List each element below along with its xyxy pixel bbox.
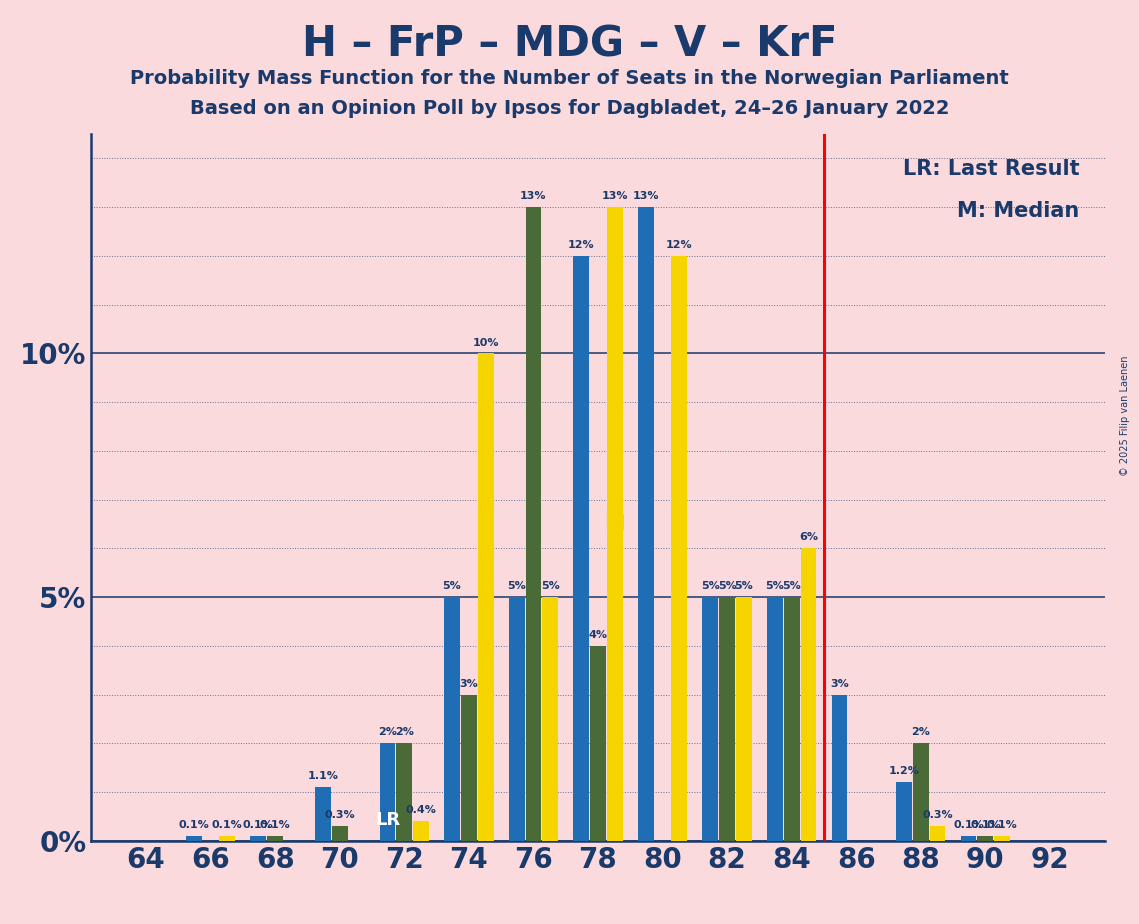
Bar [977,836,993,841]
Bar [801,548,817,841]
Text: 5%: 5% [765,581,785,591]
Text: © 2025 Filip van Laenen: © 2025 Filip van Laenen [1120,356,1130,476]
Text: 5%: 5% [718,581,737,591]
Bar [186,836,202,841]
Text: 6%: 6% [798,532,818,542]
Bar [413,821,429,841]
Text: 12%: 12% [568,240,595,250]
Bar [477,353,493,841]
Text: Probability Mass Function for the Number of Seats in the Norwegian Parliament: Probability Mass Function for the Number… [130,69,1009,89]
Bar [929,826,945,841]
Bar [736,597,752,841]
Text: M: Median: M: Median [957,201,1080,221]
Bar [994,836,1010,841]
Bar [251,836,267,841]
Text: LR: LR [375,810,400,829]
Text: 0.4%: 0.4% [405,806,436,816]
Text: 0.1%: 0.1% [179,821,210,830]
Bar [638,207,654,841]
Text: 5%: 5% [541,581,559,591]
Bar [896,783,912,841]
Bar [461,695,477,841]
Bar [220,836,236,841]
Text: 3%: 3% [830,679,849,688]
Bar [509,597,525,841]
Text: 2%: 2% [911,727,931,737]
Bar [671,256,687,841]
Text: 0.1%: 0.1% [970,821,1001,830]
Bar [960,836,976,841]
Text: 13%: 13% [632,191,659,201]
Text: M: M [605,514,625,534]
Text: 1.1%: 1.1% [308,772,338,782]
Text: H – FrP – MDG – V – KrF: H – FrP – MDG – V – KrF [302,23,837,65]
Bar [542,597,558,841]
Text: 13%: 13% [601,191,628,201]
Bar [525,207,541,841]
Text: 5%: 5% [782,581,801,591]
Text: LR: Last Result: LR: Last Result [903,159,1080,178]
Bar [268,836,282,841]
Text: 5%: 5% [507,581,526,591]
Bar [831,695,847,841]
Text: Based on an Opinion Poll by Ipsos for Dagbladet, 24–26 January 2022: Based on an Opinion Poll by Ipsos for Da… [190,99,949,118]
Text: 5%: 5% [700,581,720,591]
Text: 1.2%: 1.2% [888,767,919,776]
Bar [767,597,782,841]
Text: 12%: 12% [666,240,693,250]
Bar [607,207,623,841]
Text: 0.1%: 0.1% [986,821,1017,830]
Text: 0.1%: 0.1% [243,821,273,830]
Text: 0.3%: 0.3% [923,810,953,821]
Bar [316,787,330,841]
Text: 0.3%: 0.3% [325,810,355,821]
Bar [913,743,928,841]
Bar [573,256,589,841]
Bar [396,743,412,841]
Text: 5%: 5% [735,581,753,591]
Text: 2%: 2% [395,727,413,737]
Bar [444,597,460,841]
Text: 4%: 4% [589,630,607,640]
Text: 0.1%: 0.1% [260,821,290,830]
Bar [379,743,395,841]
Text: 13%: 13% [521,191,547,201]
Bar [331,826,347,841]
Text: 10%: 10% [473,337,499,347]
Bar [703,597,719,841]
Text: 5%: 5% [443,581,461,591]
Bar [784,597,800,841]
Bar [719,597,735,841]
Text: 0.1%: 0.1% [212,821,243,830]
Text: 0.1%: 0.1% [953,821,984,830]
Text: 3%: 3% [459,679,478,688]
Text: 2%: 2% [378,727,396,737]
Bar [590,646,606,841]
